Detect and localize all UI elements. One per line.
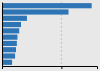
x-axis	[3, 66, 98, 69]
axis-line	[3, 67, 98, 70]
bar	[2, 35, 17, 40]
axis-line	[2, 3, 3, 67]
bar	[2, 16, 27, 21]
tick	[61, 66, 62, 69]
bar	[2, 28, 19, 33]
bar	[2, 41, 17, 46]
chart	[0, 0, 100, 71]
plot	[2, 2, 98, 69]
bar	[2, 9, 69, 14]
bar	[2, 3, 92, 8]
y-axis	[2, 3, 4, 67]
bars	[2, 3, 92, 65]
bar	[2, 53, 15, 58]
bar	[2, 22, 21, 27]
tick-mark	[61, 66, 62, 69]
bar	[2, 60, 12, 65]
bar	[2, 47, 16, 52]
